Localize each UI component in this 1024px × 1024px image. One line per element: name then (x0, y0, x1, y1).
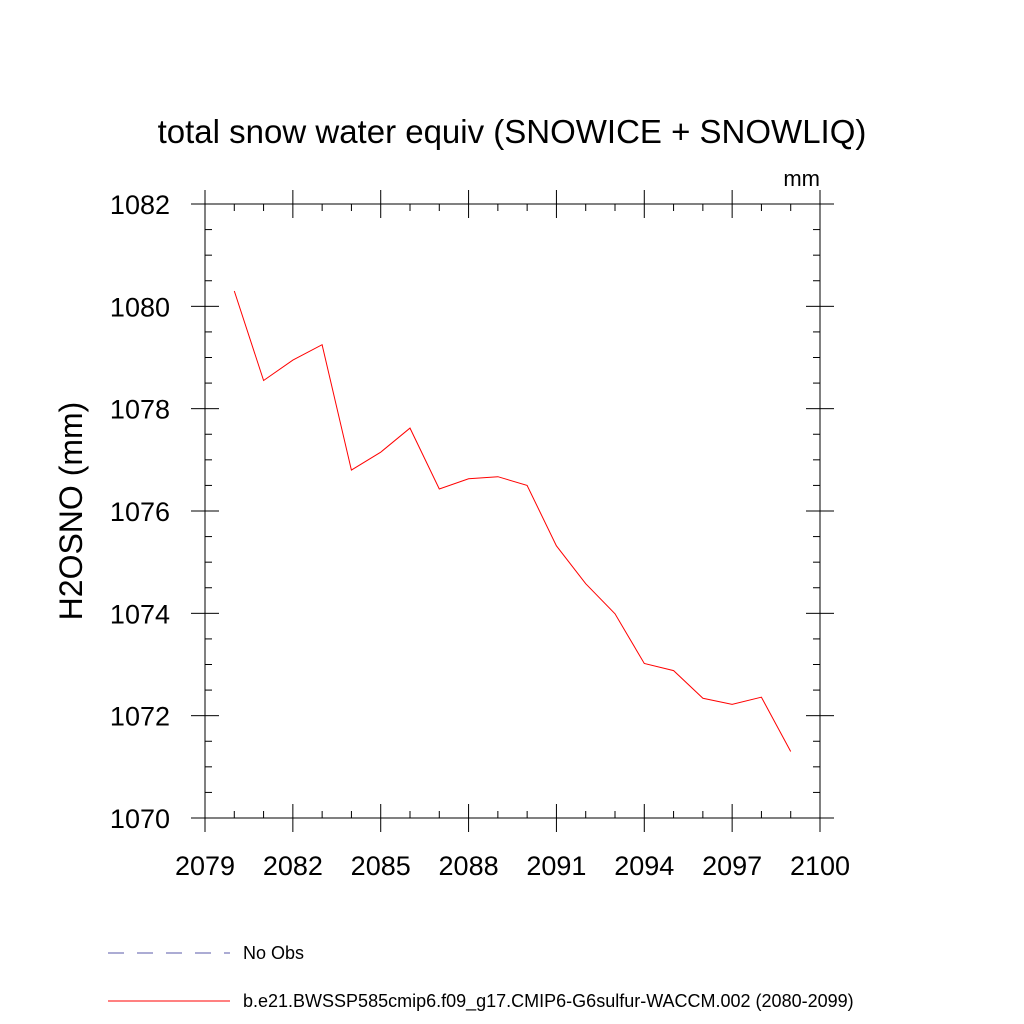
y-axis-label: H2OSNO (mm) (53, 402, 89, 621)
y-tick-label: 1078 (110, 395, 170, 425)
x-tick-label: 2082 (263, 851, 323, 881)
chart-title: total snow water equiv (SNOWICE + SNOWLI… (158, 113, 867, 150)
x-tick-label: 2085 (351, 851, 411, 881)
legend-label-model-run: b.e21.BWSSP585cmip6.f09_g17.CMIP6-G6sulf… (243, 991, 854, 1012)
legend-label-no-obs: No Obs (243, 943, 304, 963)
y-tick-label: 1076 (110, 497, 170, 527)
x-tick-label: 2088 (439, 851, 499, 881)
y-tick-label: 1070 (110, 804, 170, 834)
x-tick-label: 2100 (790, 851, 850, 881)
x-tick-label: 2091 (526, 851, 586, 881)
x-tick-label: 2094 (614, 851, 674, 881)
series-line (233, 290, 792, 752)
y-tick-label: 1080 (110, 292, 170, 322)
plot-frame (204, 203, 821, 819)
x-axis-ticks: 2079 2082 2085 2088 2091 2094 2097 2100 (175, 190, 850, 881)
y-tick-label: 1082 (110, 190, 170, 220)
series-layer (233, 290, 792, 752)
x-tick-label: 2097 (702, 851, 762, 881)
units-label: mm (783, 166, 820, 191)
y-axis-ticks: 1070 1072 1074 1076 1078 1080 1082 (110, 190, 834, 834)
y-tick-label: 1074 (110, 599, 170, 629)
x-tick-label: 2079 (175, 851, 235, 881)
y-tick-label: 1072 (110, 702, 170, 732)
legend: No Obs b.e21.BWSSP585cmip6.f09_g17.CMIP6… (108, 943, 854, 1012)
